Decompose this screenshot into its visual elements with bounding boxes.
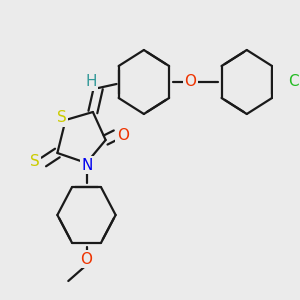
Text: O: O xyxy=(184,74,196,89)
Text: O: O xyxy=(80,251,92,266)
Text: Cl: Cl xyxy=(289,74,300,89)
Text: O: O xyxy=(117,128,129,142)
Text: S: S xyxy=(30,154,40,169)
Text: S: S xyxy=(57,110,67,125)
Text: H: H xyxy=(85,74,97,89)
Text: N: N xyxy=(82,158,93,172)
